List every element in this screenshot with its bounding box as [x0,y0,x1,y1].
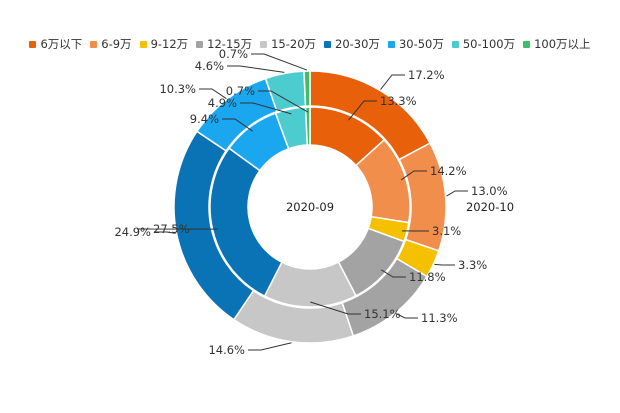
label-line-inner-7 [240,102,292,115]
legend-swatch [324,40,332,48]
data-label-outer-3: 11.3% [421,311,458,325]
label-line-outer-6 [199,88,227,99]
label-line-inner-6 [222,118,254,132]
data-label-inner-5: 27.5% [153,222,190,236]
slice-inner-8[interactable] [304,106,311,146]
label-line-inner-0 [348,100,377,121]
legend-label: 15-20万 [271,37,317,51]
legend-label: 30-50万 [398,37,444,51]
label-line-outer-3 [395,313,418,319]
slice-outer-8[interactable] [303,70,311,107]
legend-item[interactable]: 100万以上 [523,36,591,52]
legend-item[interactable]: 30-50万 [387,36,444,52]
series-label-inner: 2020-09 [286,200,334,214]
data-label-outer-2: 3.3% [458,258,487,272]
label-line-inner-3 [380,269,406,278]
legend-label: 20-30万 [335,37,380,51]
legend-item[interactable]: 15-20万 [260,36,316,52]
legend-item[interactable]: 50-100万 [451,36,516,52]
label-line-outer-8 [251,53,308,71]
legend-item[interactable]: 20-30万 [324,36,380,52]
legend-swatch [523,40,531,48]
data-label-inner-6: 9.4% [190,112,219,126]
label-line-outer-7 [227,65,285,73]
legend-item[interactable]: 9-12万 [139,36,189,52]
legend-label: 100万以上 [534,37,591,51]
legend-swatch [387,40,395,48]
legend-item[interactable]: 6-9万 [90,36,132,52]
data-label-outer-0: 17.2% [408,68,445,82]
data-label-outer-6: 10.3% [159,82,196,96]
data-label-inner-4: 15.1% [364,307,401,321]
data-label-inner-7: 4.9% [208,96,237,110]
label-line-outer-2 [434,263,455,266]
label-line-outer-5 [154,231,176,234]
label-line-inner-4 [310,301,361,315]
data-label-inner-2: 3.1% [432,224,461,238]
legend-swatch [451,40,459,48]
data-label-inner-8: 0.7% [226,84,255,98]
data-label-inner-1: 14.2% [430,164,467,178]
data-label-inner-3: 11.8% [409,270,446,284]
chart-legend: 6万以下 6-9万 9-12万 12-15万 15-20万 20-30万 30-50万 50-… [0,33,620,55]
legend-label: 6-9万 [101,37,132,51]
label-line-inner-8 [258,90,309,113]
legend-swatch [196,40,204,48]
legend-swatch [29,40,37,48]
label-line-inner-1 [400,170,427,181]
legend-label: 50-100万 [462,37,516,51]
data-label-outer-8: 0.7% [219,47,248,61]
data-label-outer-4: 14.6% [208,343,245,357]
data-label-inner-0: 13.3% [380,94,417,108]
legend-label: 12-15万 [207,37,253,51]
label-line-outer-4 [248,342,292,351]
data-label-outer-5: 24.9% [114,225,151,239]
data-label-outer-7: 4.6% [195,59,224,73]
legend-swatch [139,40,147,48]
legend-swatch [260,40,268,48]
legend-label: 9-12万 [150,37,189,51]
data-label-outer-1: 13.0% [471,184,508,198]
label-line-outer-1 [446,190,468,197]
legend-swatch [90,40,98,48]
legend-item[interactable]: 6万以下 [29,36,82,52]
series-label-outer: 2020-10 [466,200,514,214]
legend-item[interactable]: 12-15万 [196,36,252,52]
label-line-outer-0 [380,74,405,90]
legend-label: 6万以下 [40,37,83,51]
